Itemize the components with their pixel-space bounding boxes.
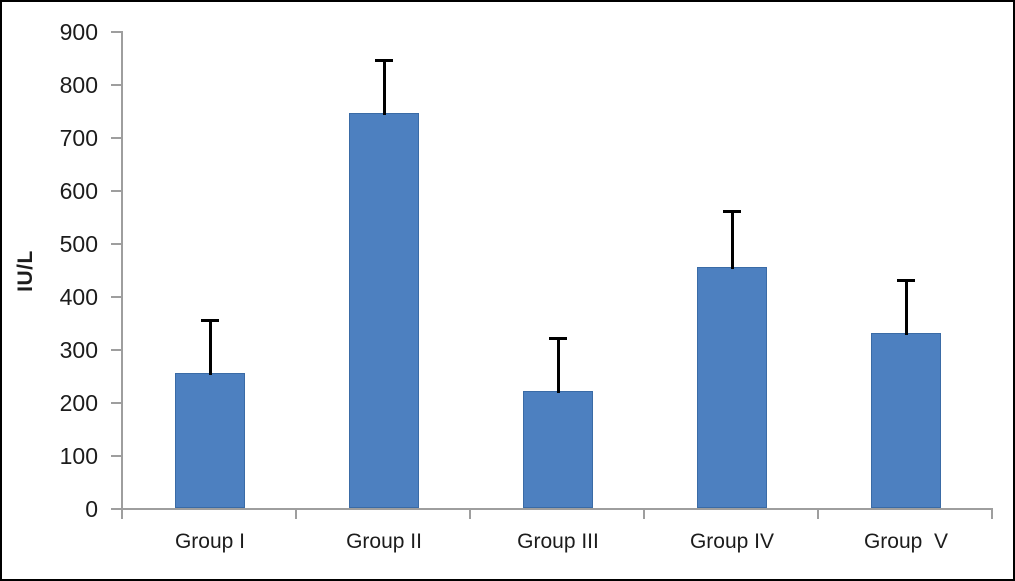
y-axis-tick	[111, 243, 123, 245]
bar	[175, 372, 245, 508]
bar	[349, 113, 419, 508]
y-tick-label: 100	[59, 443, 98, 469]
y-axis-tick	[111, 349, 123, 351]
bar	[697, 266, 767, 508]
x-axis-tick	[643, 510, 645, 519]
error-bar-line	[730, 211, 734, 269]
y-tick-label: 400	[59, 284, 98, 310]
x-axis-tick	[991, 510, 993, 519]
y-tick-label: 200	[59, 390, 98, 416]
y-axis-tick	[111, 402, 123, 404]
x-tick-label: Group III	[517, 530, 599, 553]
y-axis-tick	[111, 190, 123, 192]
x-axis-tick	[817, 510, 819, 519]
error-bar-line	[382, 60, 386, 116]
bar	[871, 333, 941, 508]
y-axis-tick	[111, 508, 123, 510]
error-bar-cap	[549, 337, 567, 341]
error-bar-line	[556, 338, 560, 394]
error-bar-cap	[375, 59, 393, 63]
x-axis-tick	[121, 510, 123, 519]
x-tick-label: Group II	[346, 530, 422, 553]
y-tick-label: 0	[85, 496, 98, 522]
y-axis-title: IU/L	[14, 250, 37, 292]
x-axis-line	[111, 508, 993, 510]
error-bar-cap	[897, 279, 915, 283]
y-axis-tick	[111, 296, 123, 298]
error-bar-line	[208, 319, 212, 375]
error-bar-line	[904, 280, 908, 336]
x-tick-label: Group IV	[689, 530, 775, 553]
bar	[523, 391, 593, 508]
y-axis-tick	[111, 84, 123, 86]
y-tick-label: 700	[59, 125, 98, 151]
x-axis-tick	[295, 510, 297, 519]
x-axis-tick	[469, 510, 471, 519]
y-axis-line	[121, 31, 123, 510]
y-tick-label: 600	[59, 178, 98, 204]
y-axis-tick	[111, 31, 123, 33]
y-tick-label: 500	[59, 231, 98, 257]
error-bar-cap	[723, 210, 741, 214]
x-tick-label: Group V	[863, 530, 949, 553]
error-bar-cap	[201, 318, 219, 322]
y-tick-label: 900	[59, 19, 98, 45]
y-axis-tick	[111, 137, 123, 139]
y-tick-label: 300	[59, 337, 98, 363]
y-tick-label: 800	[59, 72, 98, 98]
y-axis-tick	[111, 455, 123, 457]
x-tick-label: Group I	[174, 530, 246, 553]
